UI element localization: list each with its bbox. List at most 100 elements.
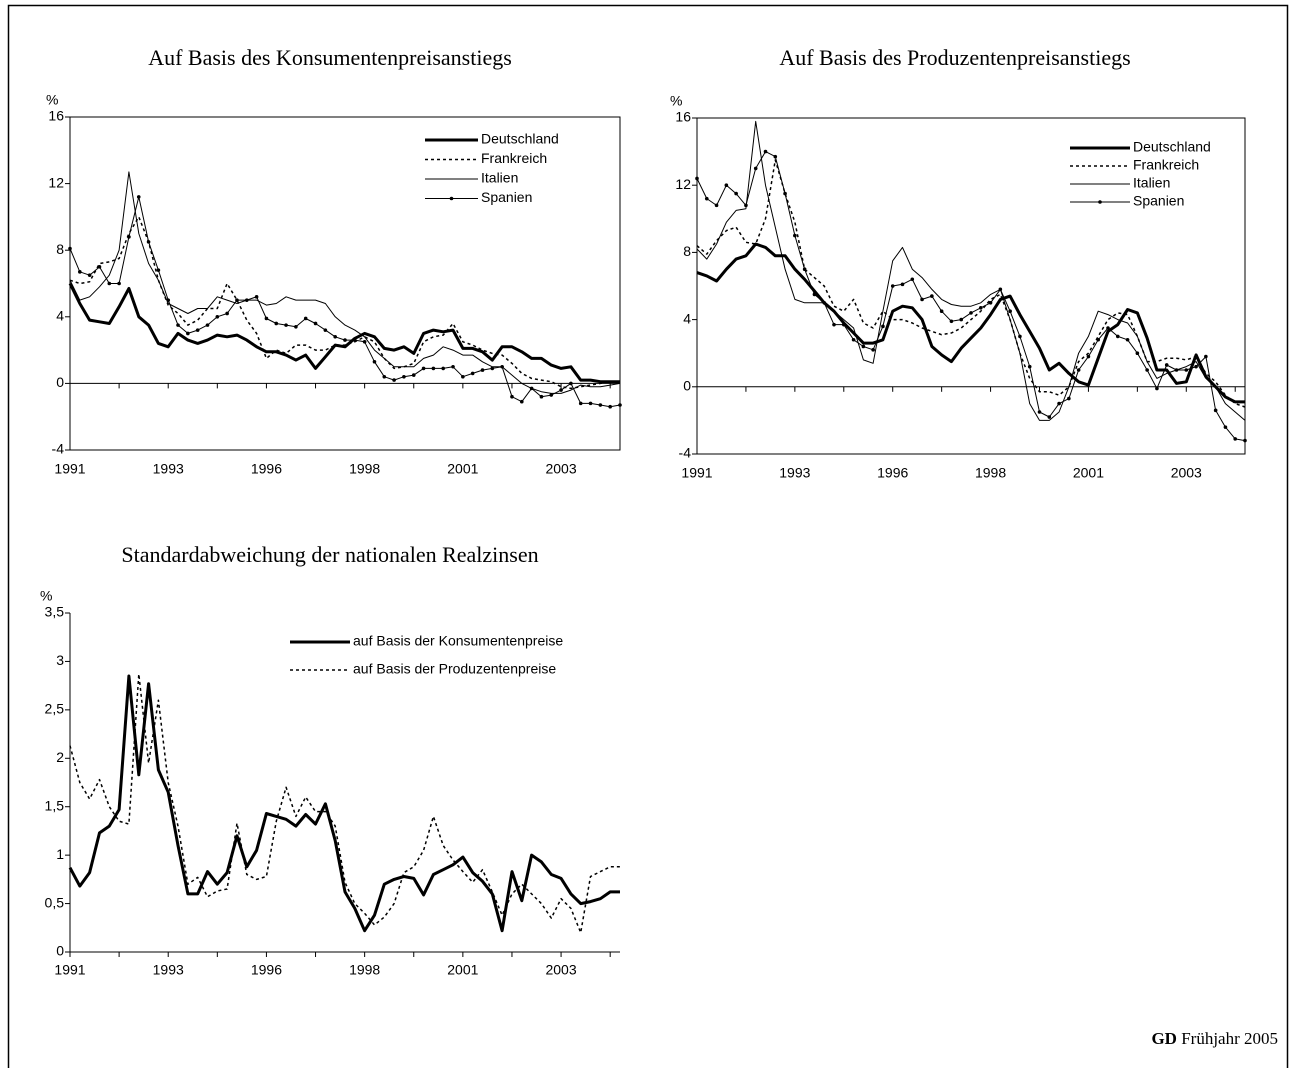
point-marker xyxy=(205,323,210,327)
point-marker xyxy=(510,394,514,399)
y-tick-label: -4 xyxy=(52,441,65,457)
point-marker xyxy=(470,371,475,376)
point-marker xyxy=(812,292,817,297)
point-marker xyxy=(988,301,993,305)
point-marker xyxy=(910,277,915,282)
point-marker xyxy=(695,176,699,181)
y-tick-label: 4 xyxy=(56,308,64,324)
point-marker xyxy=(1174,368,1179,372)
point-marker xyxy=(618,403,622,407)
point-marker xyxy=(323,328,328,332)
point-marker xyxy=(1047,415,1052,419)
x-tick-label: 1998 xyxy=(975,465,1006,481)
point-marker xyxy=(949,319,954,324)
page-border xyxy=(7,4,1289,1068)
y-unit: % xyxy=(670,93,682,109)
point-marker xyxy=(773,154,778,159)
point-marker xyxy=(519,399,524,404)
point-marker xyxy=(215,315,220,319)
y-tick-label: 16 xyxy=(675,109,691,125)
point-marker xyxy=(68,246,72,251)
point-marker xyxy=(343,338,347,342)
x-tick-label: 2001 xyxy=(447,962,478,978)
point-marker xyxy=(402,374,406,379)
y-tick-label: 0 xyxy=(56,374,64,390)
point-marker xyxy=(881,324,885,329)
point-marker xyxy=(871,348,875,352)
point-marker xyxy=(1096,337,1101,342)
y-tick-label: 12 xyxy=(675,176,691,192)
point-marker xyxy=(1115,334,1120,339)
point-marker xyxy=(254,295,259,299)
footer-brand: GD xyxy=(1151,1029,1177,1048)
point-marker xyxy=(117,281,121,286)
point-marker xyxy=(559,388,563,392)
y-tick-label: 8 xyxy=(683,243,691,259)
point-marker xyxy=(146,240,151,244)
y-tick-label: 3 xyxy=(56,652,64,668)
point-marker xyxy=(998,287,1003,292)
y-tick-label: 2 xyxy=(56,749,64,765)
legend-label: Frankreich xyxy=(481,150,547,166)
point-marker xyxy=(841,322,846,327)
series-line xyxy=(696,242,1245,404)
point-marker xyxy=(480,368,485,372)
series-line xyxy=(696,120,1246,421)
y-unit: % xyxy=(40,588,52,604)
point-marker xyxy=(744,203,748,208)
point-marker xyxy=(353,338,357,342)
x-tick-label: 1993 xyxy=(779,465,810,481)
point-marker xyxy=(284,323,288,327)
point-marker xyxy=(1243,438,1247,443)
point-marker xyxy=(313,321,318,326)
x-tick-label: 1996 xyxy=(877,465,908,481)
point-marker xyxy=(195,328,200,332)
point-marker xyxy=(500,364,504,369)
point-marker xyxy=(431,366,436,371)
point-marker xyxy=(598,403,603,407)
point-marker xyxy=(939,309,944,314)
point-marker xyxy=(539,394,544,399)
x-tick-label: 2001 xyxy=(447,461,478,477)
point-marker xyxy=(969,311,973,315)
legend-marker xyxy=(1098,200,1102,204)
x-tick-label: 1993 xyxy=(153,962,184,978)
point-marker xyxy=(490,366,495,371)
x-tick-label: 1996 xyxy=(251,461,282,477)
y-tick-label: 2,5 xyxy=(45,701,65,717)
y-tick-label: -4 xyxy=(679,445,692,461)
point-marker xyxy=(753,166,758,171)
legend-label: auf Basis der Produzentenpreise xyxy=(353,661,556,677)
point-marker xyxy=(294,324,298,329)
point-marker xyxy=(861,344,866,349)
legend-label: Deutschland xyxy=(1133,139,1211,155)
point-marker xyxy=(362,339,367,344)
point-marker xyxy=(136,195,141,199)
point-marker xyxy=(1155,386,1159,391)
footer-text: Frühjahr 2005 xyxy=(1181,1029,1278,1048)
point-marker xyxy=(1145,368,1149,372)
point-marker xyxy=(382,374,387,379)
chart-title: Standardabweichung der nationalen Realzi… xyxy=(121,542,538,567)
series-line xyxy=(696,159,1246,408)
point-marker xyxy=(225,311,229,316)
x-tick-label: 1996 xyxy=(251,962,282,978)
point-marker xyxy=(832,322,836,327)
point-marker xyxy=(78,270,82,274)
point-marker xyxy=(1008,309,1012,314)
point-marker xyxy=(1135,351,1140,356)
point-marker xyxy=(890,284,895,288)
point-marker xyxy=(1194,364,1198,369)
y-tick-label: 4 xyxy=(683,310,691,326)
point-marker xyxy=(1223,425,1228,429)
point-marker xyxy=(274,321,279,326)
point-marker xyxy=(1164,363,1169,367)
x-tick-label: 1998 xyxy=(349,461,380,477)
point-marker xyxy=(930,294,934,298)
point-marker xyxy=(127,235,131,239)
point-marker xyxy=(1204,354,1208,359)
point-marker xyxy=(608,404,612,409)
point-marker xyxy=(763,149,768,154)
point-marker xyxy=(107,281,112,286)
legend-label: Italien xyxy=(481,170,518,186)
